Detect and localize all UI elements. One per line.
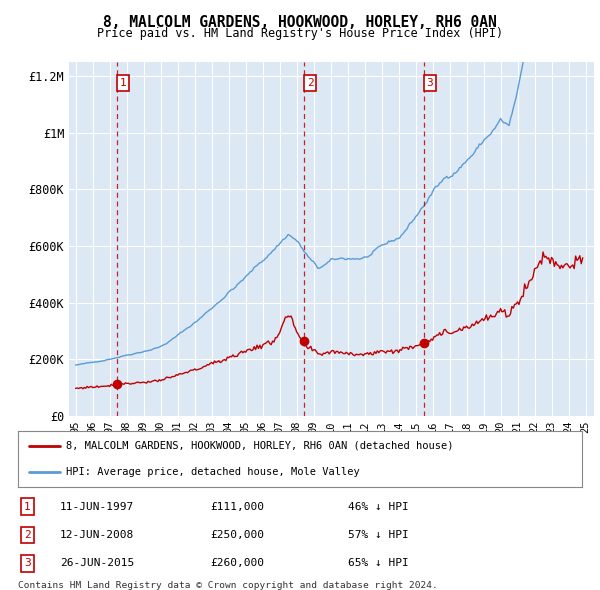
- Text: 2: 2: [24, 530, 31, 540]
- Text: 46% ↓ HPI: 46% ↓ HPI: [348, 502, 409, 512]
- Text: 65% ↓ HPI: 65% ↓ HPI: [348, 559, 409, 568]
- Text: £111,000: £111,000: [210, 502, 264, 512]
- Text: 8, MALCOLM GARDENS, HOOKWOOD, HORLEY, RH6 0AN (detached house): 8, MALCOLM GARDENS, HOOKWOOD, HORLEY, RH…: [66, 441, 454, 451]
- Text: 1: 1: [120, 78, 127, 88]
- Text: 3: 3: [24, 559, 31, 568]
- Text: Price paid vs. HM Land Registry's House Price Index (HPI): Price paid vs. HM Land Registry's House …: [97, 27, 503, 40]
- Text: HPI: Average price, detached house, Mole Valley: HPI: Average price, detached house, Mole…: [66, 467, 359, 477]
- Text: 8, MALCOLM GARDENS, HOOKWOOD, HORLEY, RH6 0AN: 8, MALCOLM GARDENS, HOOKWOOD, HORLEY, RH…: [103, 15, 497, 30]
- Text: 26-JUN-2015: 26-JUN-2015: [60, 559, 134, 568]
- Text: 1: 1: [24, 502, 31, 512]
- Text: 12-JUN-2008: 12-JUN-2008: [60, 530, 134, 540]
- Text: 3: 3: [427, 78, 433, 88]
- Text: Contains HM Land Registry data © Crown copyright and database right 2024.
This d: Contains HM Land Registry data © Crown c…: [18, 581, 438, 590]
- Text: 2: 2: [307, 78, 313, 88]
- Text: 11-JUN-1997: 11-JUN-1997: [60, 502, 134, 512]
- Text: 57% ↓ HPI: 57% ↓ HPI: [348, 530, 409, 540]
- Text: £260,000: £260,000: [210, 559, 264, 568]
- Text: £250,000: £250,000: [210, 530, 264, 540]
